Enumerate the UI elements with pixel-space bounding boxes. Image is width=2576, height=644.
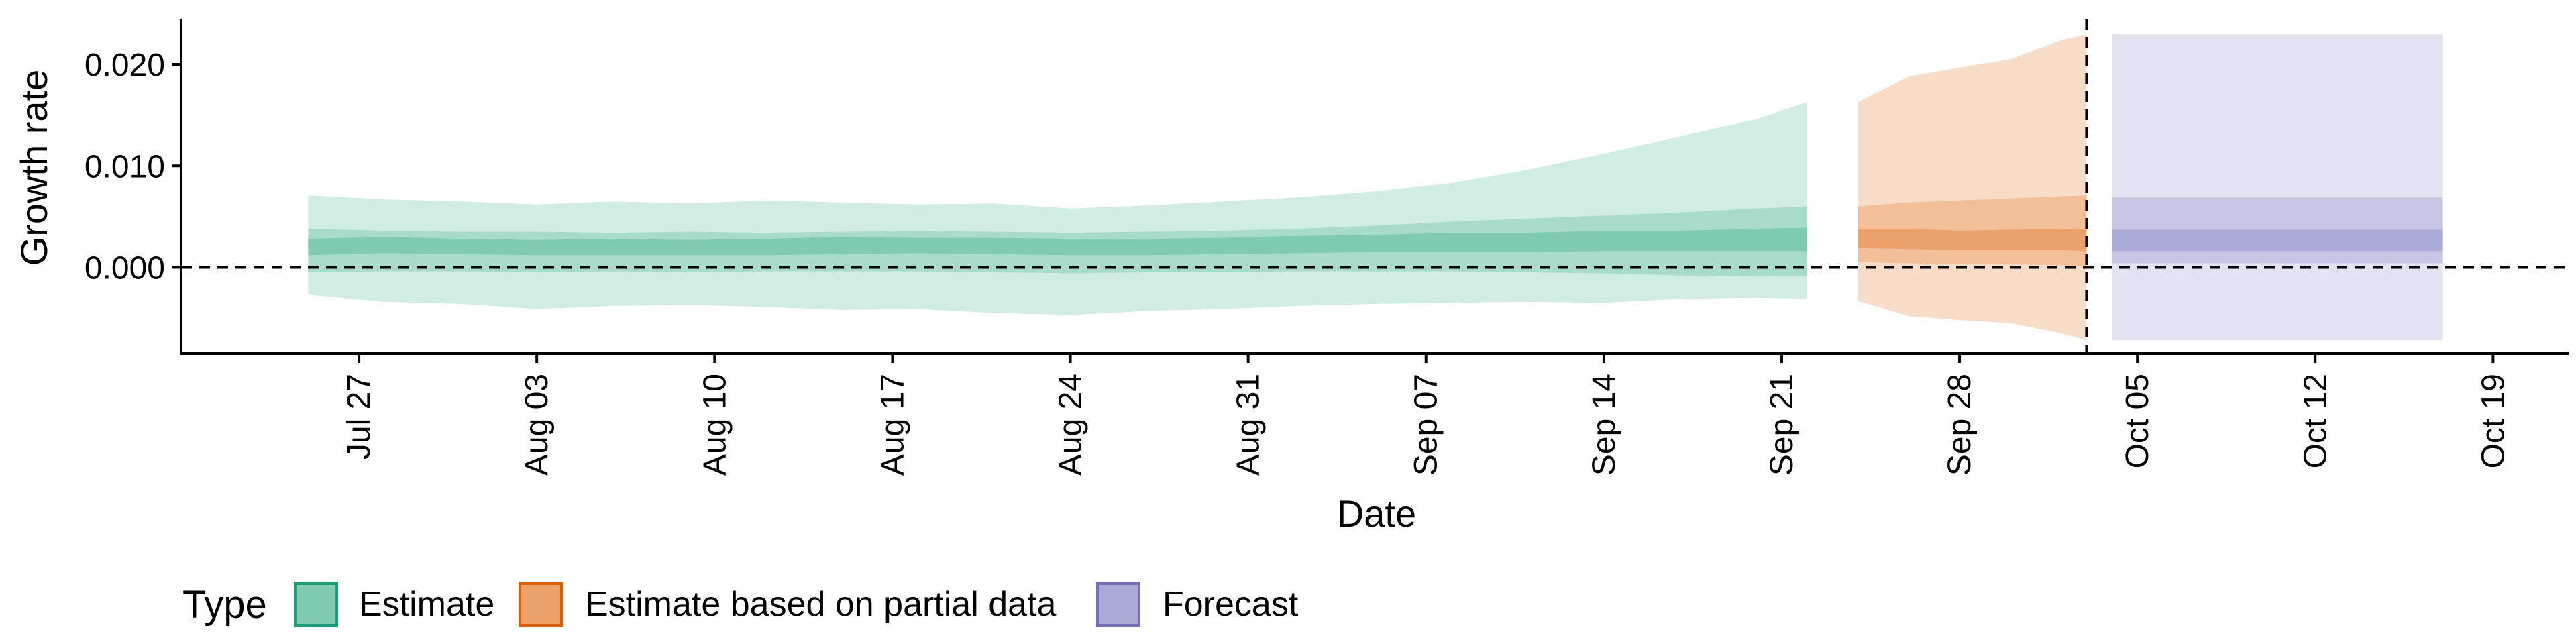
estimate-based-on-partial-data-outer-band bbox=[1858, 34, 2087, 341]
uncertainty-bands bbox=[308, 34, 2443, 341]
x-tick-label: Aug 17 bbox=[875, 374, 910, 476]
y-axis-title: Growth rate bbox=[13, 70, 55, 266]
x-tick-label: Sep 14 bbox=[1587, 374, 1622, 476]
legend-label-forecast: Forecast bbox=[1163, 585, 1299, 624]
x-tick-label: Oct 19 bbox=[2475, 374, 2511, 468]
x-tick-label: Sep 21 bbox=[1764, 374, 1800, 476]
x-tick-label: Aug 24 bbox=[1053, 374, 1089, 476]
tick-labels: 0.000 0.010 0.020 Jul 27 Aug 03 Aug 10 Aug 17 A… bbox=[85, 48, 2512, 476]
legend-label-estimate: Estimate bbox=[359, 585, 494, 624]
forecast-inner-band bbox=[2112, 229, 2443, 252]
x-tick-label: Sep 07 bbox=[1409, 374, 1444, 476]
axes bbox=[180, 19, 2569, 355]
legend: Type Estimate Estimate based on partial … bbox=[182, 582, 1299, 627]
estimate-outer-band bbox=[308, 102, 1807, 315]
y-tick-label: 0.020 bbox=[85, 48, 165, 83]
reference-lines bbox=[181, 19, 2569, 354]
legend-label-partial: Estimate based on partial data bbox=[585, 585, 1057, 624]
legend-key-estimate bbox=[294, 582, 338, 627]
x-tick-label: Aug 03 bbox=[519, 374, 555, 476]
forecast-outer-band bbox=[2112, 34, 2443, 341]
y-tick-label: 0.000 bbox=[85, 250, 165, 286]
legend-item-estimate: Estimate bbox=[294, 582, 494, 627]
x-tick-label: Oct 05 bbox=[2120, 374, 2155, 468]
legend-title: Type bbox=[182, 583, 267, 627]
x-tick-label: Oct 12 bbox=[2298, 374, 2333, 468]
legend-item-forecast: Forecast bbox=[1096, 582, 1299, 627]
estimate-based-on-partial-data-inner-band bbox=[1858, 229, 2087, 252]
legend-item-partial: Estimate based on partial data bbox=[519, 582, 1057, 627]
x-axis-title: Date bbox=[1337, 492, 1416, 535]
x-tick-label: Aug 31 bbox=[1231, 374, 1267, 476]
legend-key-forecast bbox=[1096, 582, 1140, 627]
y-tick-label: 0.010 bbox=[85, 149, 165, 184]
legend-key-partial bbox=[519, 582, 563, 627]
x-tick-label: Sep 28 bbox=[1942, 374, 1978, 476]
x-tick-label: Aug 10 bbox=[697, 374, 733, 476]
estimate-inner-band bbox=[308, 227, 1807, 256]
x-tick-label: Jul 27 bbox=[341, 374, 377, 460]
